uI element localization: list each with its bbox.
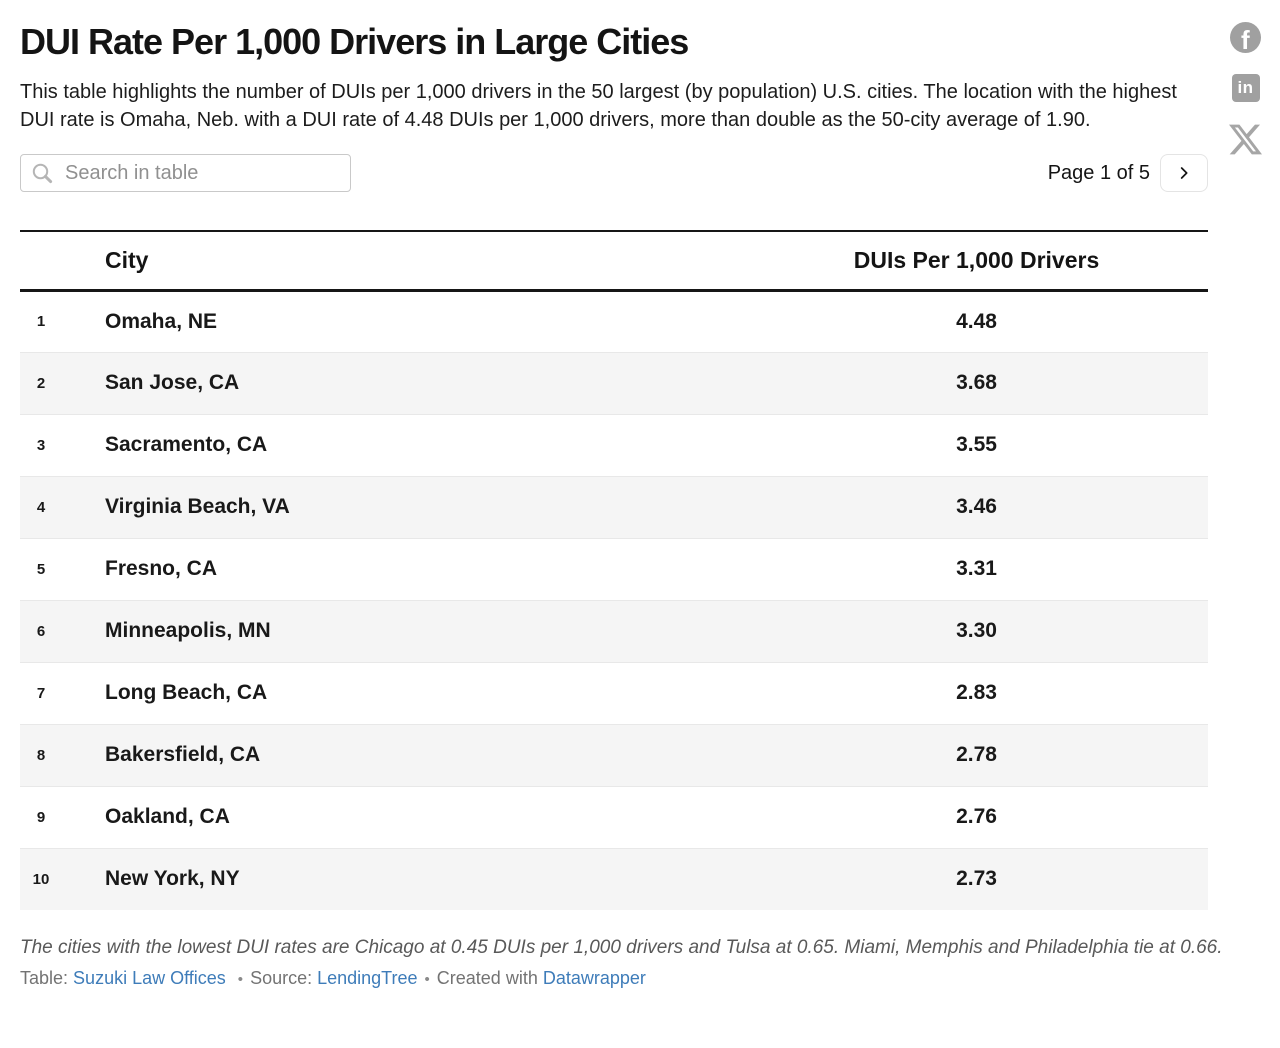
row-value: 2.76 — [828, 785, 1208, 848]
x-share-icon[interactable] — [1229, 123, 1262, 156]
row-value: 3.31 — [828, 537, 1208, 600]
table-row: 9 Oakland, CA 2.76 — [20, 785, 1208, 848]
row-city: Oakland, CA — [62, 785, 828, 848]
search-box — [20, 154, 351, 192]
table-row: 8 Bakersfield, CA 2.78 — [20, 723, 1208, 786]
search-input[interactable] — [20, 154, 351, 192]
footnote: The cities with the lowest DUI rates are… — [20, 937, 1223, 958]
row-rank: 6 — [20, 599, 62, 662]
table-label: Table: — [20, 968, 69, 988]
dui-rate-table: City DUIs Per 1,000 Drivers 1 Omaha, NE 4.… — [20, 230, 1208, 910]
table-row: 3 Sacramento, CA 3.55 — [20, 413, 1208, 476]
row-city: Sacramento, CA — [62, 413, 828, 476]
facebook-share-icon[interactable]: f — [1230, 22, 1261, 53]
linkedin-share-icon[interactable]: in — [1231, 74, 1260, 102]
row-city: Omaha, NE — [105, 309, 218, 333]
search-icon — [32, 163, 53, 184]
page-indicator: Page 1 of 5 — [1047, 161, 1150, 184]
row-value: 3.30 — [828, 599, 1208, 662]
row-city: Bakersfield, CA — [62, 723, 828, 786]
row-value: 4.48 — [956, 309, 997, 333]
column-header-city: City — [62, 230, 828, 292]
facebook-f-glyph: f — [1241, 25, 1250, 53]
table-row: 6 Minneapolis, MN 3.30 — [20, 599, 1208, 662]
separator-dot: • — [237, 971, 244, 988]
row-value: 2.73 — [828, 847, 1208, 910]
main-content: DUI Rate Per 1,000 Drivers in Large Citi… — [20, 21, 1223, 989]
column-header-value: DUIs Per 1,000 Drivers — [828, 230, 1208, 292]
table-row: 2 San Jose, CA 3.68 — [20, 351, 1208, 414]
row-city: San Jose, CA — [62, 351, 828, 414]
attribution: Table: Suzuki Law Offices • Source: LendingT… — [20, 968, 1208, 989]
row-rank: 5 — [20, 537, 62, 600]
share-toolbar: f in — [1229, 22, 1262, 156]
row-city: New York, NY — [62, 847, 828, 910]
table-source-link[interactable]: Suzuki Law Offices — [73, 968, 226, 988]
table-controls: Page 1 of 5 — [20, 154, 1208, 192]
row-rank: 8 — [20, 723, 62, 786]
table-body: 1 Omaha, NE 4.48 2 San Jose, CA 3.68 3 Sacramen… — [20, 290, 1208, 910]
table-row: 4 Virginia Beach, VA 3.46 — [20, 475, 1208, 538]
row-rank: 2 — [20, 351, 62, 414]
chevron-right-icon — [1180, 167, 1188, 179]
separator-dot: • — [424, 971, 430, 988]
row-city: Minneapolis, MN — [62, 599, 828, 662]
row-city: Fresno, CA — [62, 537, 828, 600]
row-value: 3.46 — [828, 475, 1208, 538]
pagination: Page 1 of 5 — [1048, 154, 1208, 192]
datawrapper-link[interactable]: Datawrapper — [542, 968, 646, 988]
page-title: DUI Rate Per 1,000 Drivers in Large Citi… — [20, 21, 689, 62]
linkedin-in-glyph: in — [1237, 78, 1254, 97]
row-rank: 4 — [20, 475, 62, 538]
table-row: 1 Omaha, NE 4.48 — [20, 290, 1208, 352]
table-header: City DUIs Per 1,000 Drivers — [20, 230, 1208, 292]
row-rank: 7 — [20, 661, 62, 724]
description: This table highlights the number of DUIs… — [20, 81, 1177, 131]
row-rank: 10 — [20, 847, 62, 910]
source-label: Source: — [250, 968, 313, 988]
column-header-rank — [20, 230, 62, 292]
row-value: 2.78 — [828, 723, 1208, 786]
row-city: Long Beach, CA — [62, 661, 828, 724]
row-rank: 9 — [20, 785, 62, 848]
header-row: City DUIs Per 1,000 Drivers — [20, 230, 1208, 292]
created-with-label: Created with — [436, 968, 538, 988]
row-rank: 3 — [20, 413, 62, 476]
row-city: Virginia Beach, VA — [62, 475, 828, 538]
row-value: 3.68 — [828, 351, 1208, 414]
table-row: 7 Long Beach, CA 2.83 — [20, 661, 1208, 724]
row-value: 3.55 — [828, 413, 1208, 476]
source-link[interactable]: LendingTree — [317, 968, 418, 988]
next-page-button[interactable] — [1160, 154, 1208, 192]
table-row: 10 New York, NY 2.73 — [20, 847, 1208, 910]
row-value: 2.83 — [828, 661, 1208, 724]
table-row: 5 Fresno, CA 3.31 — [20, 537, 1208, 600]
row-rank: 1 — [36, 313, 46, 330]
